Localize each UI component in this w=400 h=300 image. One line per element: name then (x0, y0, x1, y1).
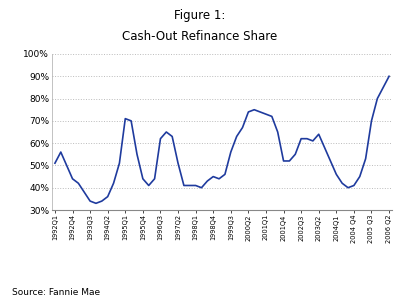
Text: Figure 1:: Figure 1: (174, 9, 226, 22)
Text: Source: Fannie Mae: Source: Fannie Mae (12, 288, 100, 297)
Text: Cash-Out Refinance Share: Cash-Out Refinance Share (122, 30, 278, 43)
